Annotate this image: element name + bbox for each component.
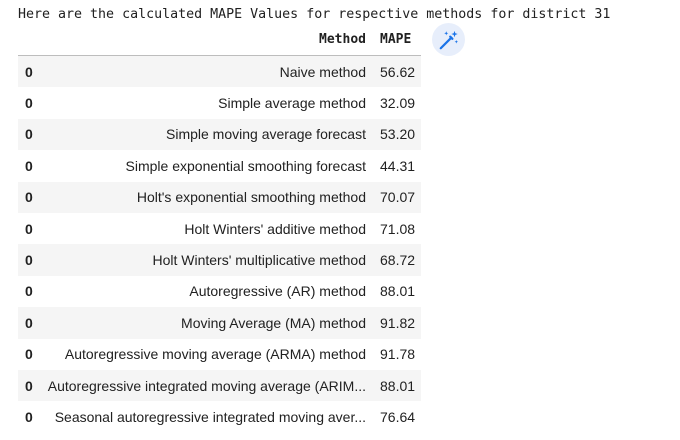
- mape-value-cell: 53.20: [373, 118, 421, 151]
- mape-value-cell: 70.07: [373, 181, 421, 213]
- table-row: 0 Moving Average (MA) method 91.82: [18, 307, 421, 339]
- row-index-cell: 0: [18, 181, 45, 213]
- method-cell: Autoregressive integrated moving average…: [45, 369, 373, 402]
- method-cell: Autoregressive (AR) method: [45, 275, 373, 308]
- table-row: 0 Autoregressive moving average (ARMA) me…: [18, 338, 421, 370]
- method-cell: Holt Winters' additive method: [45, 212, 373, 245]
- row-index-cell: 0: [18, 401, 45, 433]
- mape-value-cell: 32.09: [373, 87, 421, 119]
- table-row: 0 Seasonal autoregressive integrated movi…: [18, 401, 421, 433]
- row-index-cell: 0: [18, 307, 45, 339]
- index-header: [18, 24, 45, 56]
- mape-value-cell: 88.01: [373, 275, 421, 308]
- mape-value-cell: 44.31: [373, 150, 421, 182]
- row-index-cell: 0: [18, 338, 45, 370]
- table-row: 0 Simple moving average forecast 53.20: [18, 118, 421, 151]
- mape-value-cell: 91.82: [373, 307, 421, 339]
- table-row: 0 Holt Winters' multiplicative method 68.7…: [18, 244, 421, 276]
- table-row: 0 Autoregressive (AR) method 88.01: [18, 275, 421, 308]
- magic-wand-icon: [438, 29, 460, 51]
- method-cell: Simple moving average forecast: [45, 118, 373, 151]
- table-row: 0 Holt's exponential smoothing method 70.0…: [18, 181, 421, 213]
- row-index-cell: 0: [18, 369, 45, 402]
- magic-wand-button[interactable]: [432, 23, 465, 56]
- output-caption: Here are the calculated MAPE Values for …: [18, 7, 611, 22]
- row-index-cell: 0: [18, 275, 45, 308]
- row-index-cell: 0: [18, 118, 45, 151]
- row-index-cell: 0: [18, 212, 45, 245]
- mape-value-cell: 68.72: [373, 244, 421, 276]
- method-column-header: Method: [45, 24, 373, 56]
- mape-value-cell: 56.62: [373, 55, 421, 88]
- table-row: 0 Simple average method 32.09: [18, 87, 421, 119]
- table-row: 0 Simple exponential smoothing forecast 44…: [18, 150, 421, 182]
- method-cell: Seasonal autoregressive integrated movin…: [45, 401, 373, 433]
- mape-value-cell: 71.08: [373, 212, 421, 245]
- mape-value-cell: 76.64: [373, 401, 421, 433]
- method-cell: Moving Average (MA) method: [45, 307, 373, 339]
- method-cell: Holt's exponential smoothing method: [45, 181, 373, 213]
- method-cell: Holt Winters' multiplicative method: [45, 244, 373, 276]
- table-row: 0 Autoregressive integrated moving averag…: [18, 369, 421, 402]
- mape-column-header: MAPE: [373, 24, 421, 56]
- table-row: 0 Holt Winters' additive method 71.08: [18, 212, 421, 245]
- row-index-cell: 0: [18, 55, 45, 88]
- method-cell: Autoregressive moving average (ARMA) met…: [45, 338, 373, 370]
- mape-table: Method MAPE 0 Naive method 56.62 0 Simple av…: [18, 24, 421, 433]
- row-index-cell: 0: [18, 244, 45, 276]
- row-index-cell: 0: [18, 87, 45, 119]
- table-header-row: Method MAPE: [18, 24, 421, 56]
- method-cell: Simple average method: [45, 87, 373, 119]
- method-cell: Naive method: [45, 55, 373, 88]
- row-index-cell: 0: [18, 150, 45, 182]
- mape-value-cell: 91.78: [373, 338, 421, 370]
- table-body: 0 Naive method 56.62 0 Simple average method…: [18, 55, 421, 433]
- mape-value-cell: 88.01: [373, 369, 421, 402]
- table-row: 0 Naive method 56.62: [18, 55, 421, 88]
- method-cell: Simple exponential smoothing forecast: [45, 150, 373, 182]
